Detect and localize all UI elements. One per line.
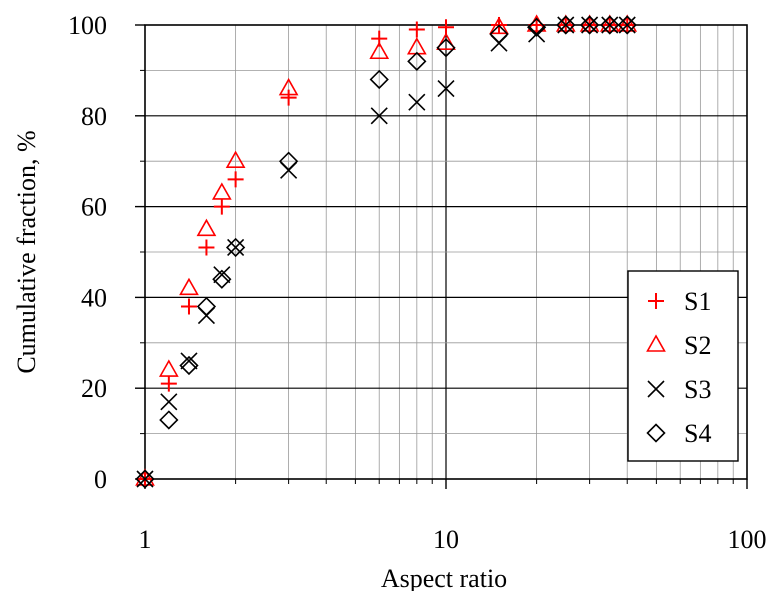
y-tick-label: 60 [81, 193, 107, 222]
data-point-s3 [601, 16, 619, 34]
data-point-s1 [408, 21, 425, 38]
data-point-s2 [278, 77, 299, 96]
x-tick-label: 100 [728, 525, 767, 554]
data-point-s3 [136, 470, 154, 488]
data-point-s4 [159, 410, 179, 430]
data-point-s1 [180, 298, 197, 315]
y-axis-label: Cumulative fraction, % [12, 130, 41, 373]
data-point-s1 [198, 239, 215, 256]
series-s4 [135, 15, 637, 489]
data-point-s2 [158, 359, 179, 377]
legend-marker-s1 [648, 293, 664, 309]
data-points [135, 14, 638, 489]
data-point-s4 [212, 269, 232, 289]
data-point-s3 [618, 16, 636, 34]
data-point-s3 [557, 16, 575, 34]
tick-labels: 1 10 100 0 20 40 60 80 100 [68, 11, 767, 554]
data-point-s4 [579, 15, 600, 35]
data-point-s4 [556, 15, 576, 35]
data-point-s2 [211, 182, 232, 200]
data-point-s3 [408, 93, 426, 111]
y-tick-label: 80 [81, 102, 107, 131]
legend: S1 S2 S3 S4 [627, 270, 739, 462]
data-point-s4 [196, 296, 217, 317]
data-point-s2 [599, 14, 620, 32]
data-point-s2 [179, 277, 199, 296]
legend-box [627, 270, 739, 462]
x-tick-label: 10 [433, 525, 459, 554]
data-point-s1 [280, 89, 297, 106]
series-s2 [135, 14, 638, 486]
legend-marker-s3 [647, 380, 665, 398]
data-point-s1 [227, 171, 244, 188]
legend-marker-s4 [646, 423, 666, 443]
data-point-s4 [407, 51, 427, 71]
data-point-s3 [437, 79, 455, 98]
data-point-s4 [369, 69, 389, 90]
data-point-s1 [160, 375, 177, 392]
legend-label-s2: S2 [684, 331, 711, 360]
data-point-s4 [436, 38, 456, 58]
legend-label-s4: S4 [684, 419, 711, 448]
data-point-s4 [179, 355, 199, 376]
y-tick-label: 20 [81, 374, 107, 403]
y-tick-label: 100 [68, 11, 107, 40]
data-point-s2 [225, 150, 246, 168]
data-point-s4 [617, 15, 637, 35]
data-point-s2 [617, 14, 638, 32]
data-point-s4 [135, 469, 155, 489]
data-point-s4 [526, 17, 547, 37]
data-point-s4 [278, 151, 299, 171]
x-tick-label: 1 [139, 525, 152, 554]
data-point-s2 [369, 41, 390, 60]
legend-marker-s2 [646, 334, 666, 352]
data-point-s3 [581, 16, 599, 34]
legend-label-s1: S1 [684, 287, 711, 316]
data-point-s3 [528, 25, 546, 43]
legend-label-s3: S3 [684, 375, 711, 404]
data-point-s3 [213, 266, 231, 284]
x-axis-label: Aspect ratio [381, 564, 507, 591]
data-point-s4 [225, 237, 246, 258]
data-point-s2 [555, 14, 576, 32]
data-point-s4 [600, 15, 620, 35]
data-point-s3 [370, 107, 388, 125]
data-point-s2 [196, 218, 217, 237]
data-point-s3 [180, 352, 198, 370]
y-tick-label: 0 [94, 465, 107, 494]
data-point-s2 [489, 16, 509, 35]
data-point-s3 [160, 393, 178, 411]
data-point-s2 [436, 32, 456, 50]
data-point-s2 [135, 468, 155, 486]
data-point-s3 [227, 238, 245, 257]
data-point-s2 [579, 14, 600, 32]
data-point-s4 [489, 24, 509, 44]
y-tick-label: 40 [81, 283, 107, 312]
data-point-s1 [213, 198, 230, 215]
